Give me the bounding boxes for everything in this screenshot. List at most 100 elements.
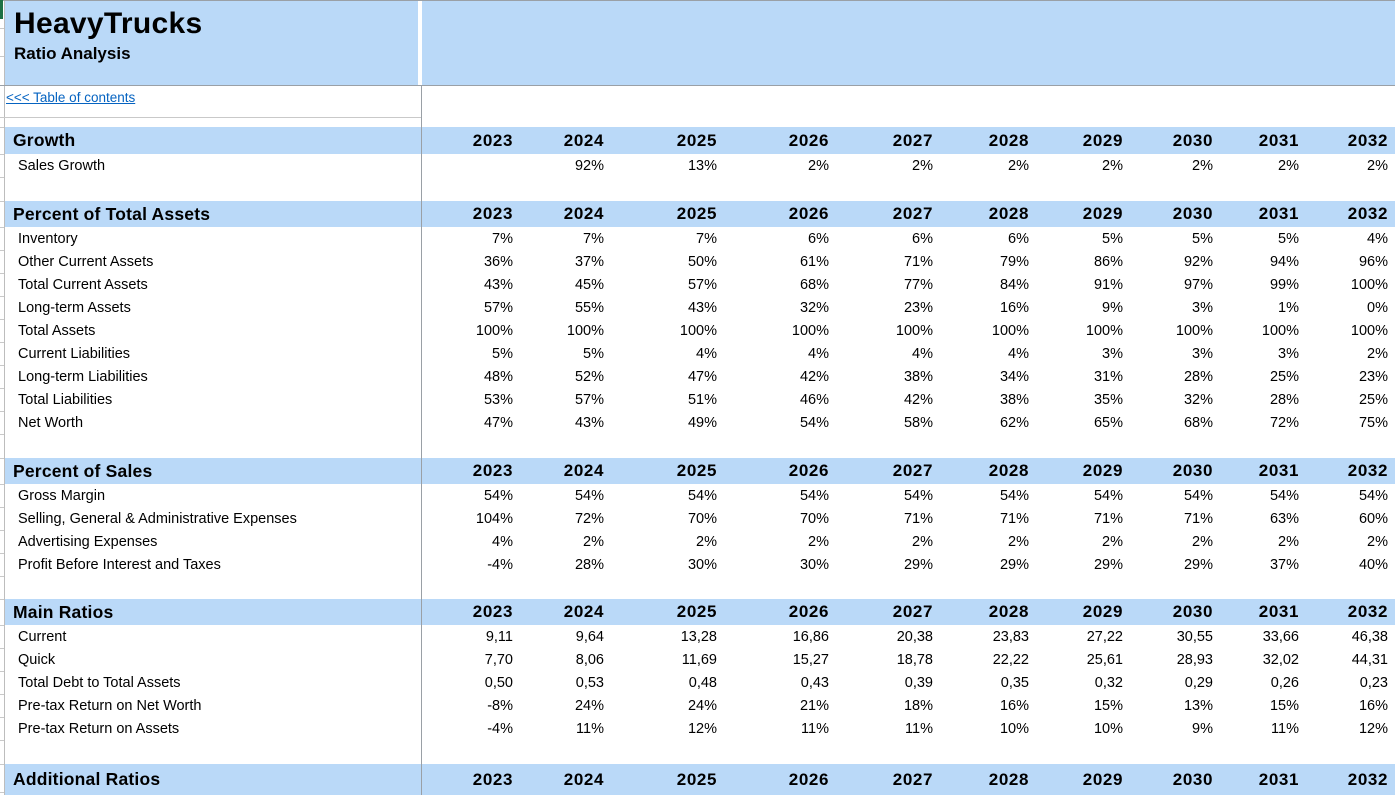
year-header-cell[interactable]: 2030 (1172, 130, 1213, 150)
value-cell[interactable]: 28% (1269, 391, 1299, 408)
value-cell[interactable]: 62% (999, 414, 1029, 431)
value-cell[interactable]: 8,06 (575, 651, 604, 668)
year-header-cell[interactable]: 2028 (988, 204, 1029, 223)
value-cell[interactable]: 58% (903, 414, 933, 431)
value-cell[interactable]: 30% (687, 556, 717, 573)
value-cell[interactable]: 57% (687, 276, 717, 293)
value-cell[interactable]: 43% (574, 414, 604, 431)
value-cell[interactable]: 100% (895, 322, 933, 339)
year-header-cell[interactable]: 2026 (788, 130, 829, 150)
year-header-cell[interactable]: 2025 (676, 461, 717, 480)
value-cell[interactable]: 30,55 (1176, 628, 1213, 645)
value-cell[interactable]: 3% (1278, 345, 1299, 362)
value-cell[interactable]: 31% (1093, 368, 1123, 385)
value-cell[interactable]: 100% (791, 322, 829, 339)
value-cell[interactable]: 20,38 (896, 628, 933, 645)
row-label-cell[interactable]: Long-term Liabilities (18, 368, 148, 385)
year-header-cell[interactable]: 2032 (1347, 461, 1388, 480)
value-cell[interactable]: 92% (1183, 253, 1213, 270)
value-cell[interactable]: 84% (999, 276, 1029, 293)
value-cell[interactable]: 2% (1102, 157, 1123, 174)
value-cell[interactable]: 54% (799, 414, 829, 431)
value-cell[interactable]: 2% (808, 533, 829, 550)
year-header-cell[interactable]: 2030 (1172, 461, 1213, 480)
year-header-cell[interactable]: 2029 (1082, 130, 1123, 150)
value-cell[interactable]: 28,93 (1176, 651, 1213, 668)
value-cell[interactable]: 70% (799, 510, 829, 527)
value-cell[interactable]: 2% (808, 157, 829, 174)
value-cell[interactable]: 97% (1183, 276, 1213, 293)
value-cell[interactable]: 52% (574, 368, 604, 385)
value-cell[interactable]: 48% (483, 368, 513, 385)
row-label-cell[interactable]: Total Current Assets (18, 276, 148, 293)
value-cell[interactable]: 61% (799, 253, 829, 270)
row-label-cell[interactable]: Profit Before Interest and Taxes (18, 556, 221, 573)
value-cell[interactable]: 25% (1269, 368, 1299, 385)
year-header-cell[interactable]: 2023 (472, 461, 513, 480)
value-cell[interactable]: 15% (1269, 697, 1299, 714)
value-cell[interactable]: 28% (1183, 368, 1213, 385)
year-header-cell[interactable]: 2032 (1347, 602, 1388, 621)
value-cell[interactable]: 16,86 (792, 628, 829, 645)
value-cell[interactable]: 7,70 (484, 651, 513, 668)
value-cell[interactable]: 24% (574, 697, 604, 714)
year-header-cell[interactable]: 2023 (472, 602, 513, 621)
value-cell[interactable]: 2% (696, 533, 717, 550)
value-cell[interactable]: 11% (905, 720, 933, 737)
value-cell[interactable]: 29% (903, 556, 933, 573)
value-cell[interactable]: 63% (1269, 510, 1299, 527)
value-cell[interactable]: 38% (903, 368, 933, 385)
value-cell[interactable]: 10% (999, 720, 1029, 737)
year-header-cell[interactable]: 2028 (988, 130, 1029, 150)
value-cell[interactable]: 2% (1102, 533, 1123, 550)
value-cell[interactable]: 50% (687, 253, 717, 270)
value-cell[interactable]: 3% (1192, 345, 1213, 362)
value-cell[interactable]: 11% (801, 720, 829, 737)
value-cell[interactable]: 4% (1008, 345, 1029, 362)
value-cell[interactable]: 100% (475, 322, 513, 339)
row-label-cell[interactable]: Sales Growth (18, 157, 106, 174)
row-label-cell[interactable]: Net Worth (18, 414, 84, 431)
year-header-cell[interactable]: 2030 (1172, 769, 1213, 789)
year-header-cell[interactable]: 2025 (676, 204, 717, 223)
year-header-cell[interactable]: 2025 (676, 602, 717, 621)
value-cell[interactable]: 7% (696, 230, 717, 247)
value-cell[interactable]: 32,02 (1262, 651, 1299, 668)
value-cell[interactable]: 71% (903, 253, 933, 270)
value-cell[interactable]: 71% (1093, 510, 1123, 527)
year-header-cell[interactable]: 2025 (676, 769, 717, 789)
table-of-contents-link[interactable]: <<< Table of contents (6, 90, 136, 105)
value-cell[interactable]: 2% (1008, 157, 1029, 174)
value-cell[interactable]: 2% (1278, 533, 1299, 550)
row-label-cell[interactable]: Selling, General & Administrative Expens… (18, 510, 297, 527)
value-cell[interactable]: 9,64 (575, 628, 604, 645)
value-cell[interactable]: 2% (912, 533, 933, 550)
value-cell[interactable]: 15,27 (792, 651, 829, 668)
year-header-cell[interactable]: 2023 (472, 130, 513, 150)
value-cell[interactable]: 57% (574, 391, 604, 408)
value-cell[interactable]: 12% (687, 720, 717, 737)
value-cell[interactable]: 23,83 (992, 628, 1029, 645)
value-cell[interactable]: 45% (574, 276, 604, 293)
year-header-cell[interactable]: 2028 (988, 461, 1029, 480)
value-cell[interactable]: 23% (903, 299, 933, 316)
value-cell[interactable]: 51% (687, 391, 717, 408)
value-cell[interactable]: 86% (1093, 253, 1123, 270)
year-header-cell[interactable]: 2032 (1347, 130, 1388, 150)
value-cell[interactable]: 13% (1183, 697, 1213, 714)
value-cell[interactable]: 28% (574, 556, 604, 573)
value-cell[interactable]: 71% (1183, 510, 1213, 527)
year-header-cell[interactable]: 2031 (1258, 461, 1299, 480)
value-cell[interactable]: 0,50 (484, 674, 513, 691)
value-cell[interactable]: 96% (1358, 253, 1388, 270)
value-cell[interactable]: 6% (912, 230, 933, 247)
value-cell[interactable]: 0,26 (1270, 674, 1299, 691)
year-header-cell[interactable]: 2029 (1082, 461, 1123, 480)
value-cell[interactable]: 42% (903, 391, 933, 408)
year-header-cell[interactable]: 2026 (788, 769, 829, 789)
value-cell[interactable]: 54% (1269, 487, 1299, 504)
year-header-cell[interactable]: 2024 (563, 204, 604, 223)
value-cell[interactable]: 2% (1367, 157, 1388, 174)
value-cell[interactable]: 36% (483, 253, 513, 270)
row-label-cell[interactable]: Total Liabilities (18, 391, 113, 408)
